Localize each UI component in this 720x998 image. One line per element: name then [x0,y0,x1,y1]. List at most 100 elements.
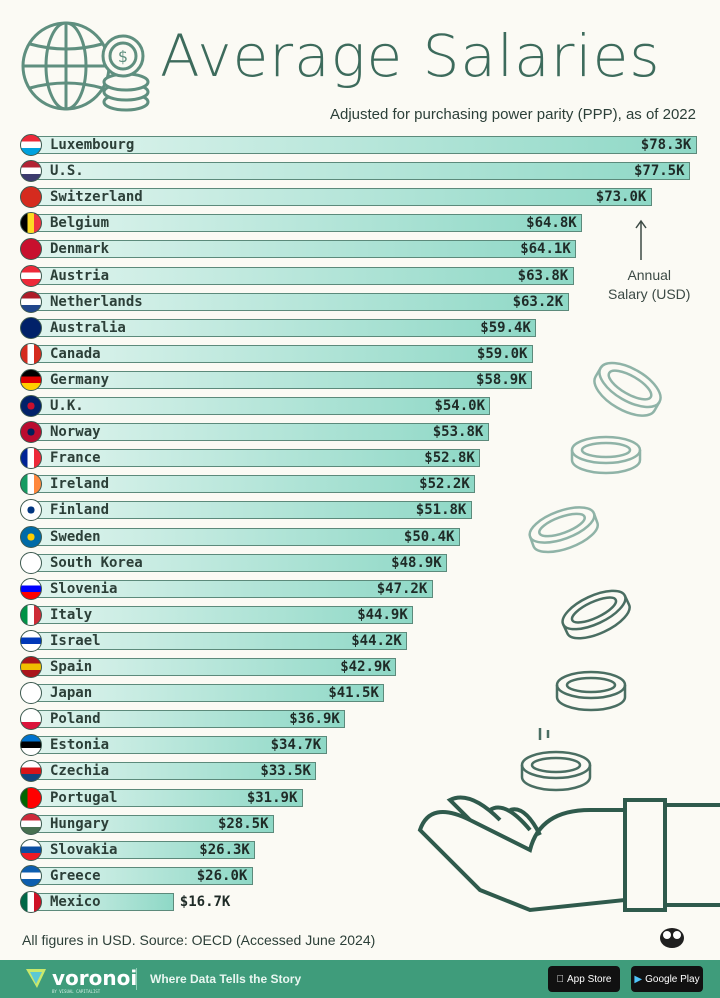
country-label: Luxembourg [50,137,135,153]
flag-icon [20,134,42,156]
flag-icon [20,186,42,209]
flag-icon [20,682,42,705]
value-label: $16.7K [179,893,231,910]
country-label: Mexico [50,893,101,910]
flag-icon [20,890,42,913]
value-label: $63.2K [512,293,564,310]
annotation-line-1: Annual [627,267,672,283]
flag-icon [20,395,42,417]
country-label: Netherlands [50,293,143,310]
country-label: Israel [50,632,101,649]
country-label: South Korea [50,554,143,571]
country-label: U.S. [50,163,84,180]
value-label: $44.2K [351,632,402,649]
country-label: Australia [50,319,126,336]
value-label: $52.2K [419,476,470,493]
flag-icon [20,212,42,235]
country-label: Greece [50,867,101,884]
flag-icon [20,656,42,678]
flag-icon [20,525,42,548]
falling-coins-hand-illustration [417,361,720,913]
google-play-label: Google Play [645,973,700,985]
country-label: Finland [50,502,110,519]
flag-icon [20,551,42,574]
value-label: $53.8K [432,424,484,441]
flag-icon [20,838,42,861]
value-label: $52.8K [424,450,475,467]
brand-subtitle: BY VISUAL CAPITALIST [52,989,101,994]
value-label: $44.9K [357,606,408,623]
flag-icon [20,160,42,183]
visual-capitalist-mascot-icon [660,928,684,948]
flag-icon [20,342,42,365]
flag-icon [20,864,42,887]
brand-name: voronoi [52,966,138,990]
value-label: $78.3K [640,137,692,153]
value-label: $59.4K [480,319,531,336]
globe-coins-icon: $ [21,21,150,112]
flag-icon [20,708,42,731]
value-label: $28.5K [217,815,269,832]
flag-icon [20,290,42,313]
country-label: Norway [50,424,101,441]
flag-icon [20,421,42,444]
value-label: $26.0K [196,867,248,884]
value-label: $47.2K [376,580,428,597]
value-label: $54.0K [434,398,486,414]
app-store-label: App Store [563,973,611,985]
value-label: $48.9K [391,554,442,571]
flag-icon [20,368,42,391]
value-label: $58.9K [476,371,527,388]
country-label: Hungary [50,815,110,832]
flag-icon [20,473,42,496]
google-play-button[interactable]: ▶ Google Play [631,966,703,992]
country-label: Spain [50,659,93,675]
value-label: $31.9K [246,789,298,806]
country-label: Sweden [50,528,101,545]
value-label: $50.4K [403,528,455,545]
app-store-button[interactable]: App Store [548,966,620,992]
value-label: $26.3K [199,841,250,858]
subtitle: Adjusted for purchasing power parity (PP… [329,106,696,123]
bar [32,240,577,259]
apple-icon:  [557,974,565,985]
value-label: $64.1K [520,241,571,258]
flag-icon [20,786,42,809]
flag-icon [20,629,42,652]
country-label: Portugal [50,789,118,806]
country-label: Japan [50,685,93,702]
country-label: Germany [50,371,110,388]
value-label: $42.9K [340,659,391,675]
divider [136,968,137,990]
voronoi-logo-icon [26,969,46,988]
bar [32,266,574,285]
value-label: $33.5K [260,763,311,780]
value-label: $63.8K [517,267,569,284]
annotation-line-2: Salary (USD) [608,286,691,302]
value-label: $41.5K [328,685,379,702]
flag-icon [20,264,42,287]
flag-icon [20,238,42,261]
value-label: $51.8K [415,502,467,519]
flag-icon [20,577,42,600]
country-label: Poland [50,711,101,728]
flag-icon [20,760,42,783]
axis-annotation: Annual Salary (USD) [608,266,690,304]
flag-icon [20,734,42,757]
country-label: Ireland [50,476,110,493]
country-label: Denmark [50,241,110,258]
tagline: Where Data Tells the Story [150,972,302,986]
value-label: $77.5K [633,163,685,180]
value-label: $59.0K [476,345,528,362]
country-label: U.K. [50,398,84,414]
arrow-up-icon [635,219,647,260]
country-label: Estonia [50,737,110,754]
svg-text:$: $ [118,47,128,66]
flag-icon [20,316,42,339]
source-note: All figures in USD. Source: OECD (Access… [22,932,376,948]
country-label: Italy [50,606,93,623]
country-label: Switzerland [50,189,143,206]
country-label: Belgium [50,215,110,232]
value-label: $36.9K [289,711,340,728]
